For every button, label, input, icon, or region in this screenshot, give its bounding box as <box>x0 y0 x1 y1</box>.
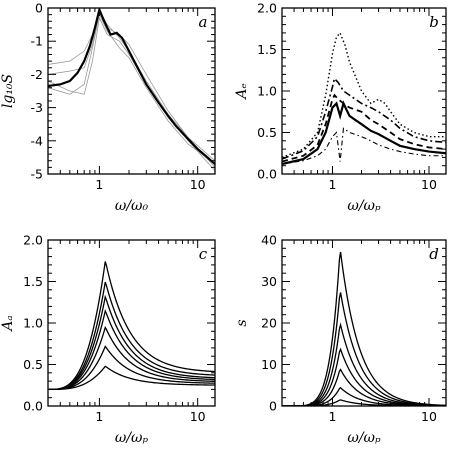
x-axis-label: ω/ωₚ <box>347 198 381 214</box>
panel-letter: a <box>199 13 208 31</box>
y-axis-label: Aₐ <box>0 315 16 332</box>
series-line-4 <box>282 347 446 406</box>
x-tick-label: 10 <box>421 409 437 424</box>
series-line-1 <box>282 31 446 159</box>
series-line-6 <box>48 281 215 391</box>
series-line-5 <box>48 294 215 391</box>
x-tick-label: 10 <box>421 177 437 192</box>
series-line-5 <box>48 8 215 165</box>
y-axis-label: s <box>234 319 250 326</box>
y-tick-label: 1.5 <box>257 42 277 57</box>
y-axis-label: lg₁₀S <box>0 74 16 108</box>
panel-letter: c <box>199 245 208 263</box>
series-line-4 <box>48 309 215 391</box>
series-line-1 <box>48 8 215 168</box>
y-tick-label: 0.0 <box>257 167 277 182</box>
x-tick-label: 1 <box>95 409 103 424</box>
panel-a-spectrum: 1 10 0 -1 -2 -3 -4 -5 ω/ω₀ lg₁₀S a <box>0 1 216 214</box>
y-tick-label: 20 <box>261 316 277 331</box>
y-tick-label: 2.0 <box>257 1 277 16</box>
series-line-4 <box>282 100 446 166</box>
x-tick-label: 10 <box>190 177 206 192</box>
y-tick-label: 40 <box>261 233 277 248</box>
series-line-3 <box>48 10 215 162</box>
series-line-2 <box>48 13 215 165</box>
y-tick-label: 0.5 <box>23 357 43 372</box>
y-tick-label: 1.5 <box>23 274 43 289</box>
series-line-3 <box>282 93 446 163</box>
series-line-1 <box>48 365 215 391</box>
panel-c-aa-curves: 1 10 0.0 0.5 1.0 1.5 2.0 ω/ωₚ Aₐ c <box>0 233 216 446</box>
series-line-2 <box>48 345 215 391</box>
y-tick-label: -3 <box>31 100 43 115</box>
series-line-5 <box>282 322 446 406</box>
y-tick-label: 0.0 <box>23 399 43 414</box>
y-tick-label: 1.0 <box>257 84 277 99</box>
y-tick-label: -4 <box>31 133 44 148</box>
y-tick-label: 2.0 <box>23 233 43 248</box>
series-line-7 <box>48 261 215 391</box>
y-axis-label: Aₑ <box>234 83 250 101</box>
plot-frame <box>47 7 216 175</box>
y-tick-label: -1 <box>31 34 43 49</box>
series-line-7 <box>282 251 446 406</box>
panel-d-s-curves: 1 10 0 10 20 30 40 ω/ωₚ s d <box>234 233 447 446</box>
x-tick-label: 10 <box>190 409 206 424</box>
x-axis-label: ω/ωₚ <box>115 430 149 446</box>
y-tick-label: 0 <box>35 1 43 16</box>
y-tick-label: 1.0 <box>23 316 43 331</box>
y-tick-label: 0.5 <box>257 125 277 140</box>
series-line-4 <box>48 16 215 171</box>
plot-frame <box>281 7 447 175</box>
panel-letter: b <box>429 13 439 31</box>
x-tick-label: 1 <box>328 177 336 192</box>
y-tick-label: 10 <box>261 357 277 372</box>
x-axis-label: ω/ω₀ <box>115 198 149 214</box>
series-line-5 <box>282 127 446 165</box>
y-tick-label: 30 <box>261 274 277 289</box>
panel-letter: d <box>429 245 439 263</box>
y-tick-label: 0 <box>269 399 277 414</box>
x-tick-label: 1 <box>95 177 103 192</box>
x-axis-label: ω/ωₚ <box>347 430 381 446</box>
series-line-3 <box>48 325 215 391</box>
series-line-2 <box>282 76 446 160</box>
y-tick-label: -2 <box>31 67 43 82</box>
x-tick-label: 1 <box>328 409 336 424</box>
panel-b-ae-ratio: 1 10 0.0 0.5 1.0 1.5 2.0 ω/ωₚ Aₑ b <box>234 1 447 214</box>
y-tick-label: -5 <box>31 167 43 182</box>
